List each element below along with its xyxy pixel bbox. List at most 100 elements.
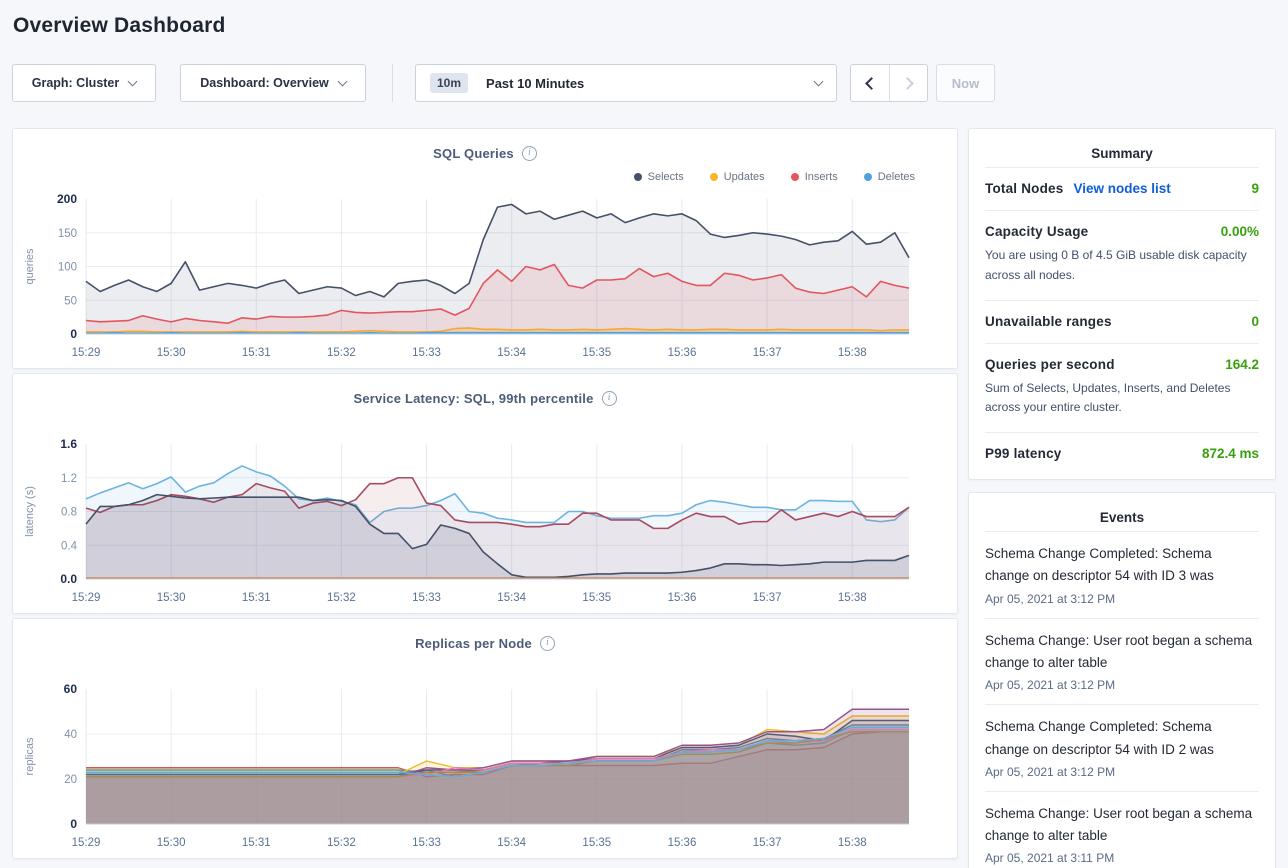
event-item: Schema Change Completed: Schema change o… <box>985 704 1259 791</box>
svg-text:150: 150 <box>58 228 77 240</box>
chevron-down-icon <box>337 76 348 86</box>
svg-text:0.4: 0.4 <box>61 540 78 552</box>
event-text: Schema Change: User root began a schema … <box>985 632 1253 670</box>
info-icon[interactable]: i <box>601 390 617 406</box>
sql-queries-panel: SQL Queries i Selects Updates Inserts Delet… <box>12 128 958 369</box>
legend-item[interactable]: Deletes <box>863 171 915 183</box>
dashboard-selector-label: Dashboard: Overview <box>200 76 329 90</box>
event-timestamp: Apr 05, 2021 at 3:12 PM <box>985 678 1116 693</box>
svg-text:15:31: 15:31 <box>242 347 271 359</box>
event-text: Schema Change Completed: Schema change o… <box>985 719 1214 757</box>
summary-row-unavailable-ranges: Unavailable ranges 0 <box>985 299 1259 343</box>
svg-text:40: 40 <box>64 729 77 741</box>
summary-row-value: 0.00% <box>1220 224 1259 239</box>
chart-title: SQL Queries <box>433 145 514 161</box>
svg-text:0.0: 0.0 <box>60 572 77 586</box>
graph-selector-label: Graph: Cluster <box>31 76 120 90</box>
svg-text:15:32: 15:32 <box>327 347 356 359</box>
info-icon[interactable]: i <box>539 635 555 651</box>
view-nodes-link[interactable]: View nodes list <box>1073 181 1171 196</box>
service-latency-chart[interactable]: 0.0 0.4 0.8 1.2 1.6 15:29 15:30 15:31 15:32 15:33… <box>13 434 957 607</box>
legend-item[interactable]: Updates <box>709 171 765 183</box>
summary-row-p99-latency: P99 latency 872.4 ms <box>985 432 1259 475</box>
svg-text:50: 50 <box>64 295 77 307</box>
time-range-dropdown[interactable]: 10m Past 10 Minutes <box>415 64 837 102</box>
summary-row-label: P99 latency <box>985 446 1062 462</box>
event-text: Schema Change Completed: Schema change o… <box>985 546 1214 584</box>
dashboard-selector-dropdown[interactable]: Dashboard: Overview <box>180 64 366 102</box>
svg-text:15:35: 15:35 <box>582 347 611 359</box>
legend-item[interactable]: Selects <box>633 171 684 183</box>
chevron-right-icon <box>900 76 914 90</box>
summary-row-label: Unavailable ranges <box>985 313 1112 329</box>
svg-text:15:38: 15:38 <box>838 592 867 604</box>
svg-text:latency (s): latency (s) <box>24 486 36 537</box>
svg-text:20: 20 <box>64 774 77 786</box>
summary-row-label: Queries per second <box>985 356 1115 372</box>
event-item: Schema Change Completed: Schema change o… <box>985 531 1259 618</box>
time-forward-button[interactable] <box>889 65 927 101</box>
legend-dot-icon <box>863 173 872 181</box>
sidebar-column: Summary Total Nodes View nodes list 9 Ca… <box>968 128 1276 868</box>
chart-header: SQL Queries i <box>13 143 957 163</box>
svg-text:15:30: 15:30 <box>157 347 186 359</box>
replicas-per-node-panel: Replicas per Node i 0 20 40 60 15:29 15:30 15:… <box>12 618 958 859</box>
legend-dot-icon <box>633 173 642 181</box>
svg-text:15:31: 15:31 <box>242 837 271 849</box>
summary-row-label: Total Nodes <box>985 181 1064 196</box>
svg-text:15:34: 15:34 <box>497 347 526 359</box>
chevron-left-icon <box>865 76 878 90</box>
chart-title: Replicas per Node <box>415 635 532 651</box>
sql-queries-chart[interactable]: 0 50 100 150 200 15:29 15:30 15:31 15:32 15:33 15:… <box>13 189 957 362</box>
summary-row-value: 0 <box>1251 313 1259 329</box>
toolbar: Graph: Cluster Dashboard: Overview 10m P… <box>12 64 1276 102</box>
legend-dot-icon <box>709 173 718 181</box>
svg-text:15:33: 15:33 <box>412 592 441 604</box>
content: SQL Queries i Selects Updates Inserts Delet… <box>12 128 1276 868</box>
summary-title: Summary <box>1091 146 1153 161</box>
event-timestamp: Apr 05, 2021 at 3:12 PM <box>985 764 1116 779</box>
summary-panel: Summary Total Nodes View nodes list 9 Ca… <box>968 128 1276 481</box>
time-back-button[interactable] <box>851 65 889 101</box>
summary-row-value: 872.4 ms <box>1201 446 1259 462</box>
svg-text:1.6: 1.6 <box>60 437 77 451</box>
summary-row-label: Capacity Usage <box>985 224 1089 239</box>
info-icon[interactable]: i <box>521 145 537 161</box>
legend-label: Deletes <box>877 171 915 183</box>
svg-text:15:29: 15:29 <box>72 347 101 359</box>
svg-text:15:30: 15:30 <box>157 592 186 604</box>
legend-label: Inserts <box>804 171 838 183</box>
summary-row-value: 9 <box>1251 181 1259 196</box>
events-title: Events <box>1099 510 1145 526</box>
svg-text:15:38: 15:38 <box>838 347 867 359</box>
svg-text:60: 60 <box>64 682 78 696</box>
legend-label: Updates <box>723 171 765 183</box>
summary-row-total-nodes: Total Nodes View nodes list 9 <box>985 167 1259 210</box>
chart-legend: Selects Updates Inserts Deletes <box>13 169 957 185</box>
charts-column: SQL Queries i Selects Updates Inserts Delet… <box>12 128 958 859</box>
chevron-down-icon <box>813 76 824 86</box>
svg-text:15:29: 15:29 <box>72 592 101 604</box>
replicas-per-node-chart[interactable]: 0 20 40 60 15:29 15:30 15:31 15:32 15:33 15:34 15:… <box>13 679 957 852</box>
event-timestamp: Apr 05, 2021 at 3:12 PM <box>985 591 1116 606</box>
svg-text:200: 200 <box>57 192 77 206</box>
event-text: Schema Change: User root began a schema … <box>985 805 1253 844</box>
events-panel: Events Schema Change Completed: Schema c… <box>968 492 1276 868</box>
svg-text:15:35: 15:35 <box>582 837 611 849</box>
legend-item[interactable]: Inserts <box>790 171 838 183</box>
svg-text:queries: queries <box>24 248 36 285</box>
svg-text:100: 100 <box>58 262 77 274</box>
time-range-label: Past 10 Minutes <box>486 75 585 91</box>
page-title: Overview Dashboard <box>13 14 226 37</box>
chart-header: Service Latency: SQL, 99th percentile i <box>13 388 957 408</box>
svg-text:0.8: 0.8 <box>61 507 77 519</box>
now-button[interactable]: Now <box>936 64 995 102</box>
svg-text:15:32: 15:32 <box>327 837 356 849</box>
chart-header: Replicas per Node i <box>13 633 957 653</box>
svg-text:15:31: 15:31 <box>242 592 271 604</box>
svg-text:15:37: 15:37 <box>753 837 782 849</box>
svg-text:15:37: 15:37 <box>753 347 782 359</box>
graph-selector-dropdown[interactable]: Graph: Cluster <box>12 64 156 102</box>
summary-row-capacity-usage: Capacity Usage 0.00% You are using 0 B o… <box>985 210 1259 300</box>
svg-text:15:35: 15:35 <box>582 592 611 604</box>
